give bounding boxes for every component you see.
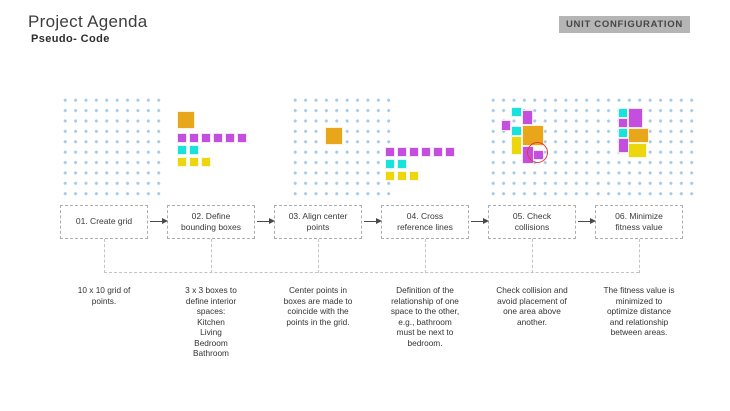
flow-step-box-5: 05. Check collisions [488,205,576,239]
step6-fitness-grid-block-purple [618,118,628,128]
flow-arrow-2 [257,218,275,224]
step4-reference-boxes-block-yellow [397,171,407,181]
step-description-3: Center points in boxes are made to coinc… [283,285,353,327]
step2-bounding-boxes-block-purple [201,133,211,143]
connector-stub-3 [318,239,319,273]
step4-reference-boxes-block-yellow [409,171,419,181]
flow-step-box-1: 01. Create grid [60,205,148,239]
connector-stub-6 [639,239,640,273]
flow-step-label-5: 05. Check collisions [512,210,552,232]
flow-arrow-5 [578,218,596,224]
flow-arrow-3 [364,218,382,224]
step4-reference-boxes-block-purple [385,147,395,157]
flow-step-label-2: 02. Define bounding boxes [180,210,242,232]
step2-bounding-boxes-block-yellow [177,157,187,167]
flow-arrow-4 [471,218,489,224]
step3-center-grid-block-orange [325,127,343,145]
step-description-4: Definition of the relationship of one sp… [390,285,460,348]
step5-collision-grid-block-cyan [511,107,522,117]
step-description-2: 3 x 3 boxes to define interior spaces: K… [185,285,237,358]
step2-bounding-boxes-block-purple [213,133,223,143]
step4-reference-boxes-block-yellow [385,171,395,181]
flow-step-box-3: 03. Align center points [274,205,362,239]
flow-step-label-1: 01. Create grid [75,216,133,227]
step5-collision-grid-block-cyan [511,126,522,136]
step4-reference-boxes-block-purple [433,147,443,157]
connector-horizontal-line [104,272,639,273]
flow-step-label-3: 03. Align center points [288,210,348,232]
step2-bounding-boxes-block-cyan [177,145,187,155]
step6-fitness-grid-block-cyan [618,128,628,138]
section-badge: UNIT CONFIGURATION [559,16,690,33]
connector-stub-4 [425,239,426,273]
step2-bounding-boxes-block-purple [225,133,235,143]
page-subtitle: Pseudo- Code [31,33,110,45]
step6-fitness-grid-block-orange [628,128,649,143]
step1-point-grid-dots [60,95,164,199]
step-description-1: 10 x 10 grid of points. [77,285,131,306]
step2-bounding-boxes-block-purple [189,133,199,143]
step2-bounding-boxes-block-purple [237,133,247,143]
page-title: Project Agenda [28,12,148,31]
step4-reference-boxes-block-purple [421,147,431,157]
step4-reference-boxes-block-purple [397,147,407,157]
step5-collision-grid-collision-circle [527,142,548,163]
flow-step-box-4: 04. Cross reference lines [381,205,469,239]
descriptions-row: 10 x 10 grid of points. 3 x 3 boxes to d… [54,285,689,359]
step-description-5: Check collision and avoid placement of o… [496,285,568,327]
flow-step-label-4: 04. Cross reference lines [397,210,453,232]
step6-fitness-grid-block-yellow [628,143,647,158]
flow-arrow-1 [150,218,168,224]
step4-reference-boxes-block-cyan [397,159,407,169]
step4-reference-boxes-block-cyan [385,159,395,169]
step5-collision-grid-block-purple [522,110,533,125]
connector-stub-1 [104,239,105,273]
connector-stub-5 [532,239,533,273]
step2-bounding-boxes-block-cyan [189,145,199,155]
flow-step-box-2: 02. Define bounding boxes [167,205,255,239]
flow-step-label-6: 06. Minimize fitness value [615,210,663,232]
step5-collision-grid-block-purple [501,120,511,131]
step4-reference-boxes-block-purple [445,147,455,157]
step6-fitness-grid-block-cyan [618,108,628,118]
step2-bounding-boxes-block-orange [177,111,195,129]
step2-bounding-boxes-block-yellow [201,157,211,167]
connector-stub-2 [211,239,212,273]
step-description-6: The fitness value is minimized to optimi… [603,285,675,337]
step2-bounding-boxes-block-yellow [189,157,199,167]
step6-fitness-grid-block-purple [628,108,643,128]
step2-bounding-boxes-block-purple [177,133,187,143]
flow-step-box-6: 06. Minimize fitness value [595,205,683,239]
step5-collision-grid-block-yellow [511,136,522,155]
step3-center-grid-dots [290,95,394,199]
step4-reference-boxes-block-purple [409,147,419,157]
